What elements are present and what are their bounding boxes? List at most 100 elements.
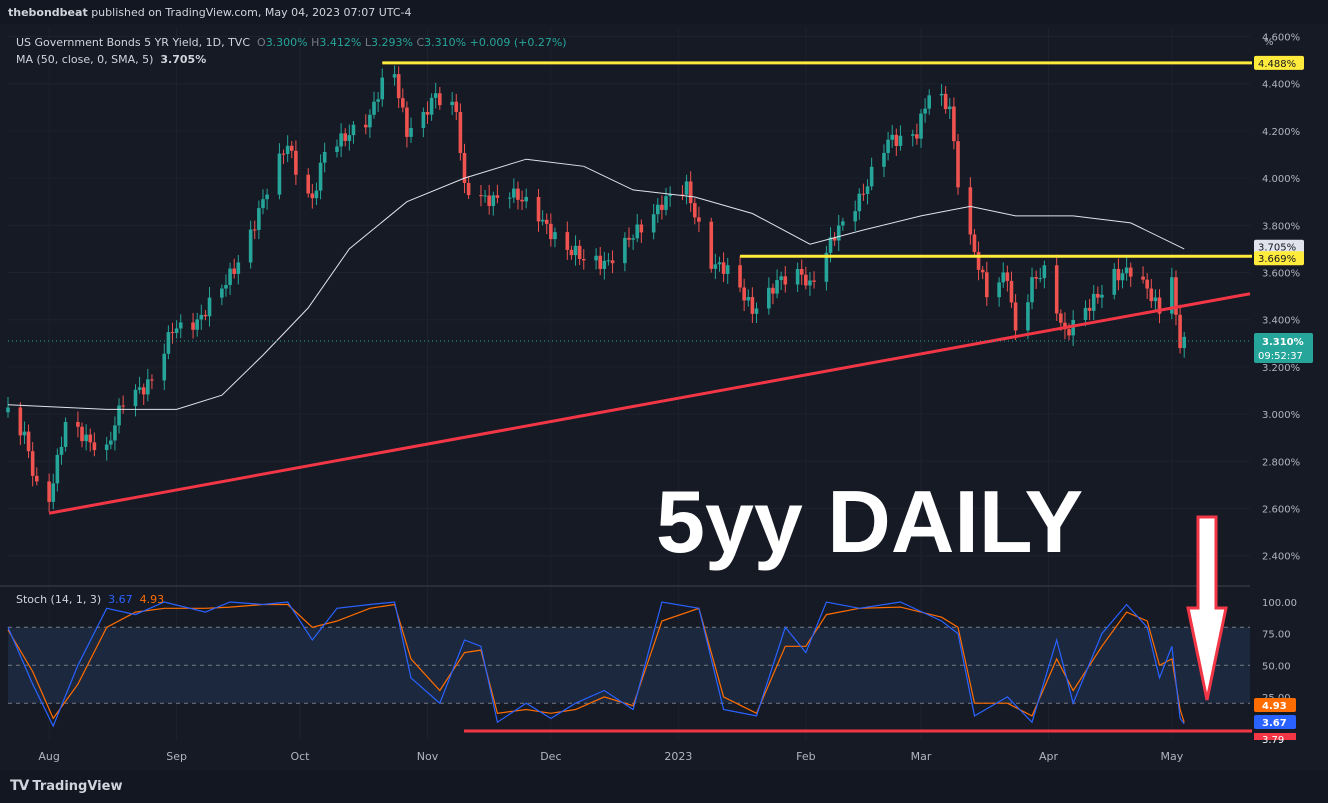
candle-body[interactable]	[76, 422, 80, 427]
candle-body[interactable]	[438, 93, 442, 106]
candle-body[interactable]	[228, 268, 232, 285]
candle-body[interactable]	[146, 379, 150, 395]
candle-body[interactable]	[318, 162, 323, 191]
candle-body[interactable]	[133, 389, 138, 407]
candle-body[interactable]	[1149, 288, 1154, 302]
candle-body[interactable]	[746, 297, 751, 301]
candle-body[interactable]	[1116, 268, 1121, 281]
candle-body[interactable]	[285, 145, 290, 154]
candle-body[interactable]	[1112, 268, 1117, 295]
candle-body[interactable]	[339, 133, 343, 147]
candle-body[interactable]	[363, 124, 368, 128]
candle-body[interactable]	[573, 245, 578, 256]
candle-body[interactable]	[594, 255, 598, 261]
candle-body[interactable]	[59, 446, 64, 455]
candle-body[interactable]	[1063, 322, 1067, 330]
candle-body[interactable]	[1042, 265, 1047, 279]
candle-body[interactable]	[549, 223, 553, 240]
candle-body[interactable]	[869, 166, 874, 187]
candle-body[interactable]	[952, 106, 956, 142]
candle-body[interactable]	[195, 319, 199, 330]
candle-body[interactable]	[458, 111, 463, 153]
candle-body[interactable]	[775, 280, 779, 294]
candle-body[interactable]	[1071, 320, 1075, 336]
candle-body[interactable]	[483, 195, 487, 197]
candle-body[interactable]	[956, 141, 960, 188]
stoch-k-line[interactable]	[7, 601, 1185, 728]
candle-body[interactable]	[512, 188, 516, 198]
candle-body[interactable]	[1030, 277, 1034, 303]
candle-body[interactable]	[220, 288, 224, 298]
candle-body[interactable]	[113, 425, 117, 441]
candle-body[interactable]	[487, 195, 491, 206]
candle-body[interactable]	[910, 134, 915, 136]
candle-body[interactable]	[294, 150, 298, 175]
candle-body[interactable]	[1100, 294, 1104, 298]
candle-body[interactable]	[841, 221, 845, 226]
candle-body[interactable]	[409, 127, 413, 137]
candle-body[interactable]	[162, 353, 167, 381]
candle-body[interactable]	[812, 280, 816, 282]
candle-body[interactable]	[1145, 279, 1149, 289]
candle-body[interactable]	[1128, 267, 1133, 277]
stoch-label[interactable]: Stoch (14, 1, 3)	[16, 593, 102, 606]
candle-body[interactable]	[257, 208, 261, 230]
annotation-text[interactable]: 5yy DAILY	[656, 472, 1083, 571]
candle-body[interactable]	[479, 195, 483, 197]
candle-body[interactable]	[544, 219, 549, 224]
candle-body[interactable]	[853, 211, 857, 222]
candle-body[interactable]	[565, 232, 570, 250]
candle-body[interactable]	[203, 314, 208, 317]
candle-body[interactable]	[236, 262, 241, 274]
candle-body[interactable]	[150, 379, 154, 381]
candle-body[interactable]	[18, 407, 23, 436]
stoch-legend[interactable]: Stoch (14, 1, 3) 3.67 4.93	[16, 593, 164, 606]
candle-body[interactable]	[421, 111, 426, 128]
candle-body[interactable]	[1059, 313, 1063, 323]
candle-body[interactable]	[693, 203, 697, 218]
candle-body[interactable]	[804, 274, 808, 286]
candle-body[interactable]	[651, 214, 656, 233]
candle-body[interactable]	[166, 332, 171, 354]
candle-body[interactable]	[137, 387, 142, 390]
candle-body[interactable]	[606, 260, 611, 262]
candle-body[interactable]	[314, 190, 319, 199]
candle-body[interactable]	[627, 237, 631, 240]
candle-body[interactable]	[1013, 302, 1018, 331]
candle-body[interactable]	[281, 153, 286, 155]
candle-body[interactable]	[507, 197, 512, 199]
candle-body[interactable]	[396, 74, 401, 99]
candle-body[interactable]	[429, 97, 434, 115]
candle-body[interactable]	[462, 152, 467, 183]
candle-body[interactable]	[738, 265, 742, 288]
candle-body[interactable]	[450, 101, 454, 106]
candle-body[interactable]	[598, 255, 603, 269]
candle-body[interactable]	[1026, 302, 1030, 331]
candle-body[interactable]	[939, 93, 944, 96]
candle-body[interactable]	[680, 194, 685, 196]
candle-body[interactable]	[433, 93, 438, 98]
candle-body[interactable]	[425, 111, 430, 115]
candle-body[interactable]	[882, 152, 886, 167]
candle-body[interactable]	[635, 224, 640, 239]
candle-body[interactable]	[1178, 314, 1182, 349]
candle-body[interactable]	[927, 95, 932, 109]
ma-line[interactable]	[7, 158, 1185, 410]
candle-body[interactable]	[919, 113, 923, 139]
candle-body[interactable]	[857, 193, 862, 212]
candle-body[interactable]	[372, 101, 376, 115]
candle-body[interactable]	[865, 186, 870, 194]
candle-body[interactable]	[26, 431, 31, 452]
candle-body[interactable]	[84, 434, 88, 442]
candle-body[interactable]	[6, 407, 10, 413]
candle-body[interactable]	[405, 107, 409, 137]
candle-body[interactable]	[178, 322, 183, 329]
candle-body[interactable]	[1096, 293, 1100, 298]
candle-body[interactable]	[890, 134, 895, 140]
candle-body[interactable]	[92, 442, 97, 451]
candle-body[interactable]	[117, 405, 121, 426]
candle-body[interactable]	[824, 252, 829, 282]
candle-body[interactable]	[569, 249, 574, 256]
candle-body[interactable]	[968, 187, 973, 235]
candle-body[interactable]	[725, 265, 730, 274]
